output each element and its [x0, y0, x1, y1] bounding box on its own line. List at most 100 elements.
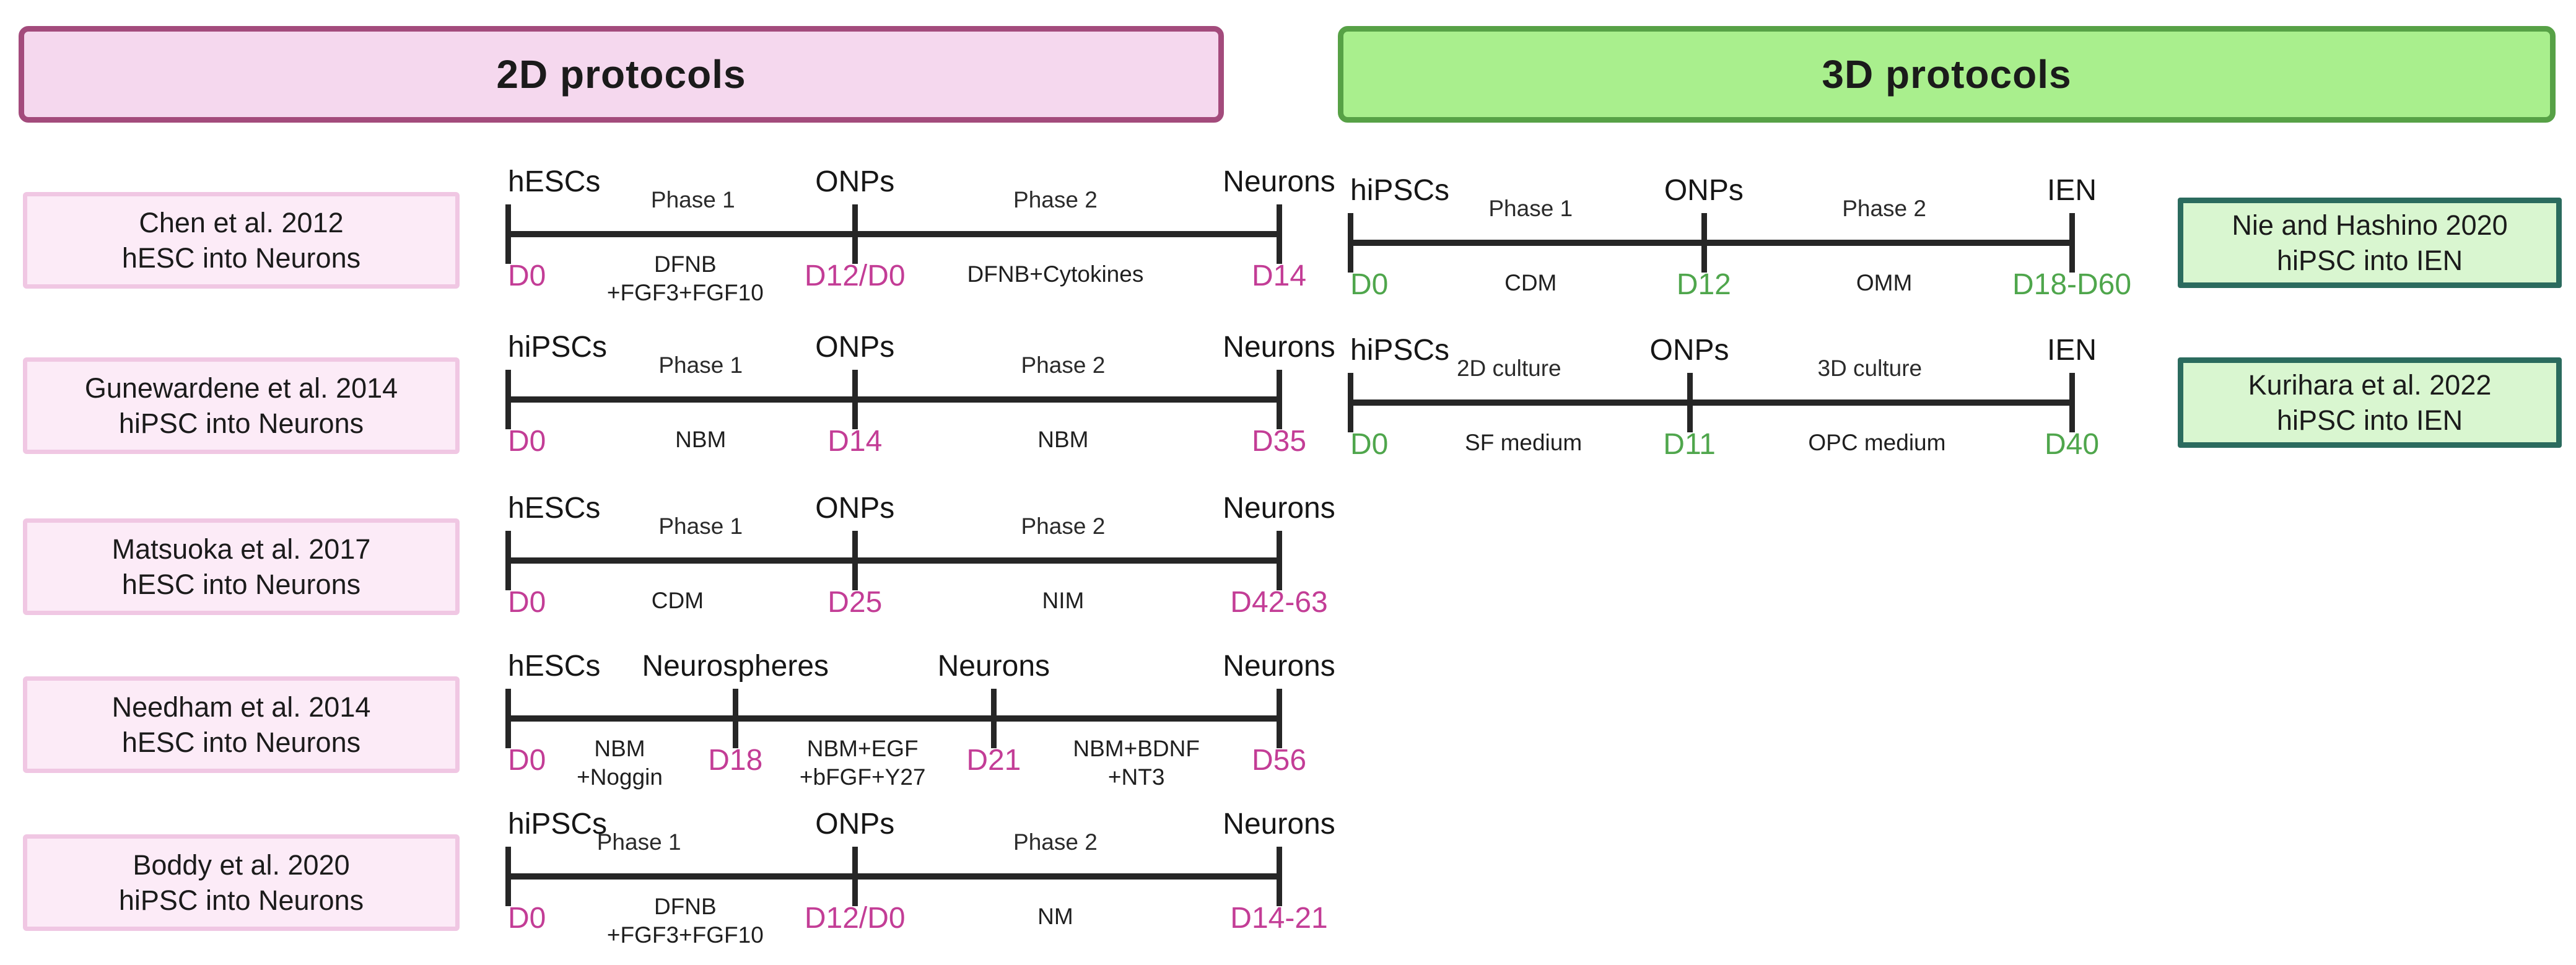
citation-text-line: hiPSC into IEN: [2276, 404, 2463, 436]
citation-text-line: hiPSC into Neurons: [118, 408, 364, 439]
stage-label: ONPs: [1649, 334, 1729, 367]
medium-label: DFNB +FGF3+FGF10: [607, 893, 764, 950]
stage-label: hiPSCs: [1350, 334, 1450, 367]
day-label: D0: [1350, 428, 1389, 461]
medium-label-line: CDM: [651, 588, 704, 613]
timeline-tick: [505, 204, 511, 264]
timeline-line: [508, 396, 1279, 403]
timeline-tick: [505, 689, 511, 748]
timeline-tick: [1277, 204, 1282, 264]
timeline-tick: [2069, 213, 2075, 273]
phase-label: Phase 1: [658, 513, 743, 539]
header-2d-protocols-label: 2D protocols: [496, 52, 746, 97]
day-label: D18: [708, 744, 763, 777]
stage-label: hiPSCs: [508, 331, 608, 364]
medium-label-line: CDM: [1504, 270, 1557, 295]
day-label: D0: [508, 902, 546, 935]
timeline-line: [508, 231, 1279, 237]
citation-box: Gunewardene et al. 2014 hiPSC into Neuron…: [23, 357, 460, 454]
medium-label: NIM: [1042, 587, 1084, 615]
timeline-line: [508, 557, 1279, 564]
stage-label: IEN: [2046, 334, 2097, 367]
day-label: D42-63: [1230, 586, 1328, 619]
medium-label: OPC medium: [1808, 429, 1945, 457]
timeline-tick: [1348, 373, 1353, 432]
stage-label: Neurons: [1223, 650, 1335, 683]
day-label: D18-D60: [2012, 268, 2132, 301]
day-label: D0: [508, 260, 546, 292]
phase-label: Phase 1: [658, 352, 743, 378]
citation-box: Matsuoka et al. 2017 hESC into Neurons: [23, 518, 460, 615]
stage-label: hESCs: [508, 492, 601, 525]
citation-text-line: hESC into Neurons: [121, 569, 361, 600]
timeline-tick: [1277, 370, 1282, 429]
medium-label: CDM: [1504, 269, 1557, 297]
stage-label: Neurons: [1223, 492, 1335, 525]
phase-label: Phase 2: [1013, 187, 1098, 212]
citation-text-line: Chen et al. 2012: [139, 207, 344, 238]
timeline-tick: [1701, 213, 1707, 273]
stage-label: hESCs: [508, 165, 601, 198]
medium-label: SF medium: [1465, 429, 1582, 457]
medium-label-line: SF medium: [1465, 430, 1583, 455]
day-label: D12: [1676, 268, 1731, 301]
citation-text-line: hESC into Neurons: [121, 727, 361, 758]
medium-label: DFNB+Cytokines: [967, 260, 1144, 289]
medium-label: NBM: [1037, 426, 1088, 454]
medium-label-line: OMM: [1856, 270, 1913, 295]
medium-label-line: NBM: [675, 427, 727, 452]
day-label: D14-21: [1230, 902, 1328, 935]
phase-label: Phase 1: [650, 187, 735, 212]
timeline-tick: [1348, 213, 1353, 273]
timeline-line: [1350, 400, 2072, 406]
medium-label: CDM: [652, 587, 704, 615]
day-label: D0: [508, 425, 546, 458]
citation-text-line: hESC into Neurons: [121, 242, 361, 274]
timeline-tick: [852, 847, 858, 906]
citation-text-line: Boddy et al. 2020: [133, 849, 350, 881]
medium-label-line: DFNB+Cytokines: [967, 261, 1144, 287]
stage-label: Neurons: [1223, 165, 1335, 198]
medium-label: OMM: [1856, 269, 1912, 297]
day-label: D12/D0: [804, 260, 906, 292]
medium-label-line: NBM+EGF: [806, 736, 919, 761]
timeline-line: [1350, 240, 2072, 246]
stage-label: IEN: [2046, 174, 2097, 207]
medium-label: NBM: [675, 426, 726, 454]
timeline-tick: [1687, 373, 1693, 432]
timeline-tick: [1277, 847, 1282, 906]
medium-label-line: NM: [1037, 904, 1073, 929]
stage-label: ONPs: [815, 165, 895, 198]
header-3d-protocols-label: 3D protocols: [1822, 52, 2072, 97]
medium-label: NBM +Noggin: [577, 735, 663, 792]
medium-label: DFNB +FGF3+FGF10: [607, 250, 764, 307]
day-label: D0: [508, 586, 546, 619]
stage-label: hESCs: [508, 650, 601, 683]
medium-label-line: +bFGF+Y27: [799, 764, 926, 790]
timeline-line: [508, 873, 1279, 880]
medium-label-line: NBM+BDNF: [1073, 736, 1200, 761]
citation-text-line: Matsuoka et al. 2017: [111, 533, 371, 565]
phase-label: Phase 1: [1488, 196, 1573, 221]
phase-label: 3D culture: [1817, 356, 1923, 381]
medium-label-line: +NT3: [1107, 764, 1165, 790]
timeline-tick: [505, 847, 511, 906]
citation-box: Nie and Hashino 2020 hiPSC into IEN: [2178, 198, 2562, 288]
day-label: D14: [827, 425, 883, 458]
timeline-tick: [1277, 531, 1282, 590]
stage-label: ONPs: [1664, 174, 1744, 207]
phase-label: Phase 2: [1021, 352, 1106, 378]
stage-label: ONPs: [815, 492, 895, 525]
citation-box: Boddy et al. 2020 hiPSC into Neurons: [23, 834, 460, 931]
medium-label-line: +FGF3+FGF10: [606, 280, 764, 305]
stage-label: hiPSCs: [1350, 174, 1450, 207]
medium-label-line: OPC medium: [1808, 430, 1946, 455]
timeline-tick: [852, 370, 858, 429]
medium-label-line: DFNB: [653, 251, 717, 277]
medium-label-line: +FGF3+FGF10: [606, 922, 764, 948]
day-label: D11: [1663, 428, 1716, 461]
stage-label: hiPSCs: [508, 808, 608, 841]
timeline-tick: [991, 689, 997, 748]
timeline-tick: [733, 689, 739, 748]
